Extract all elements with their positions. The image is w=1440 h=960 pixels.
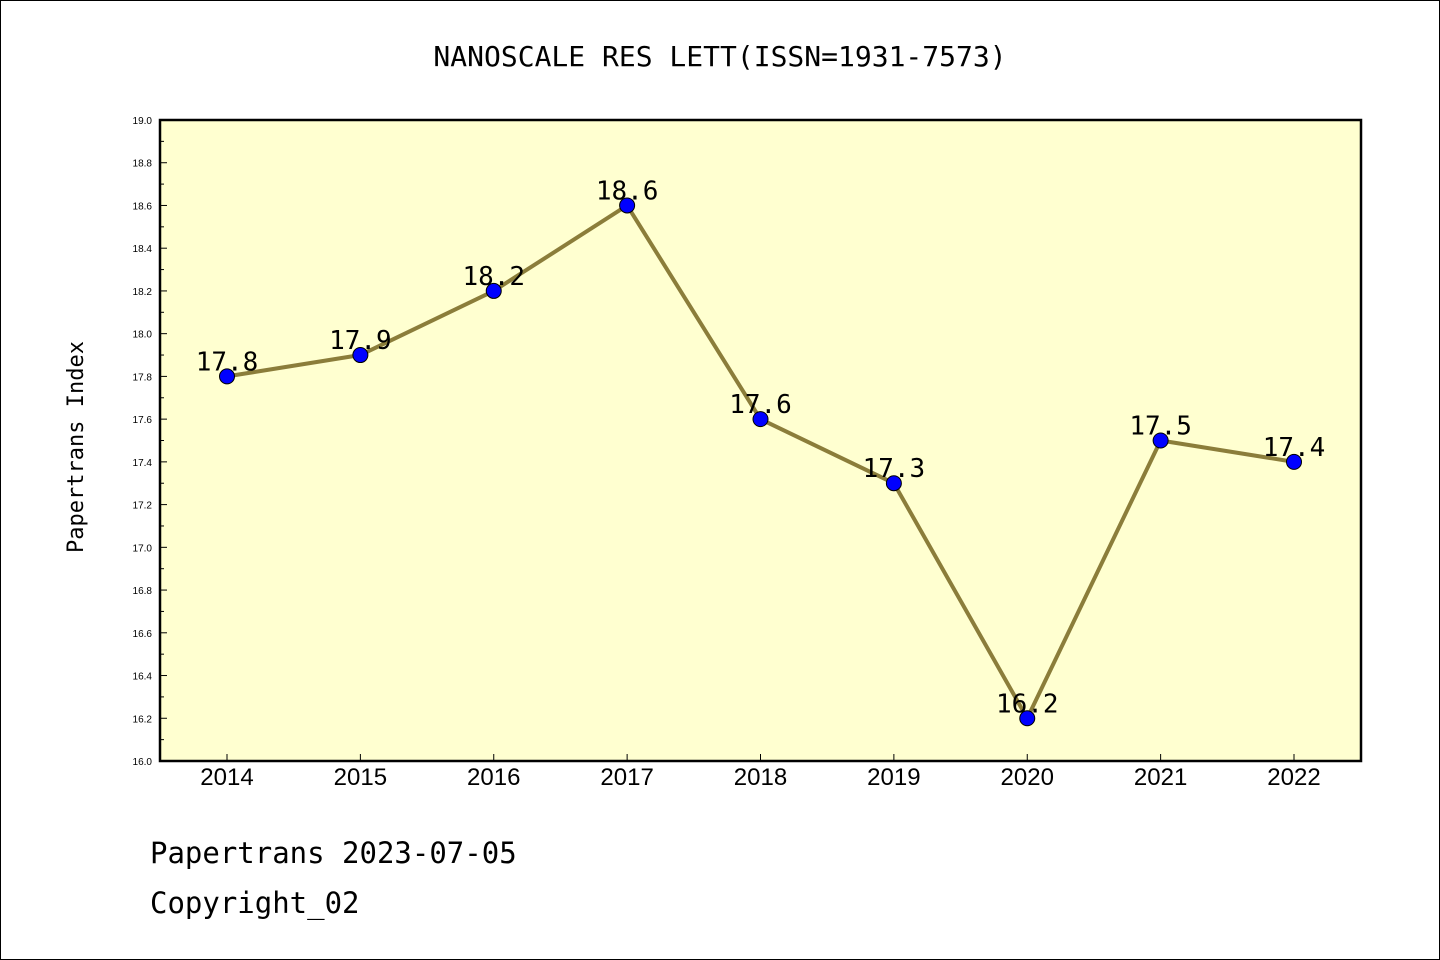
x-tick-label: 2021	[1134, 764, 1187, 791]
data-markers	[219, 197, 1302, 727]
x-tick-label: 2016	[467, 764, 520, 791]
y-tick-label: 16.0	[133, 757, 153, 768]
y-tick-label: 16.4	[133, 672, 153, 683]
data-point	[1019, 710, 1036, 727]
y-tick-label: 18.4	[133, 244, 153, 255]
data-labels: 17.8 17.9 18.2 18.6 17.6 17.3 16.2 17.5 17.4	[196, 176, 1326, 719]
y-tick-label: 18.8	[133, 159, 153, 170]
y-tick-label: 17.0	[133, 543, 153, 554]
x-tick-label: 2020	[1001, 764, 1054, 791]
y-tick-label: 18.0	[133, 330, 153, 341]
data-label: 18.6	[596, 176, 659, 206]
x-tick-label: 2015	[334, 764, 387, 791]
x-axis: 2014 2015 2016 2017 2018 2019 2020 2021 2022	[200, 754, 1321, 791]
y-tick-label: 17.8	[133, 372, 153, 383]
data-label: 17.5	[1129, 412, 1192, 442]
y-axis-label: Papertrans Index	[64, 341, 89, 553]
data-label: 17.4	[1263, 433, 1326, 463]
chart-title: NANOSCALE RES LETT(ISSN=1931-7573)	[433, 40, 1006, 73]
y-tick-label: 19.0	[133, 116, 153, 127]
x-tick-label: 2017	[600, 764, 653, 791]
y-tick-label: 17.6	[133, 415, 153, 426]
plot-border	[158, 118, 1363, 763]
data-label: 17.9	[329, 326, 392, 356]
data-point	[485, 282, 502, 299]
y-axis: 16.0 16.2 16.4 16.6 16.8 17.0 17.2 17.4 17.6 17.8…	[133, 116, 167, 768]
x-tick-label: 2018	[734, 764, 787, 791]
x-tick-label: 2022	[1267, 764, 1320, 791]
data-point	[219, 368, 235, 385]
data-point	[1152, 432, 1169, 449]
x-tick-label: 2014	[200, 764, 253, 791]
data-label: 18.2	[462, 262, 525, 292]
y-tick-label: 17.2	[133, 501, 153, 512]
data-label: 16.2	[996, 689, 1059, 719]
footer-date: Papertrans 2023-07-05	[150, 836, 517, 870]
data-label: 17.6	[729, 390, 792, 420]
y-tick-label: 16.8	[133, 586, 153, 597]
x-tick-label: 2019	[867, 764, 920, 791]
y-tick-label: 18.6	[133, 201, 153, 212]
data-label: 17.3	[863, 454, 926, 484]
y-tick-label: 18.2	[133, 287, 153, 298]
data-point	[352, 347, 369, 364]
footer-copyright: Copyright_02	[150, 886, 360, 920]
y-tick-label: 17.4	[133, 458, 153, 469]
data-point	[752, 411, 769, 428]
y-tick-label: 16.6	[133, 629, 153, 640]
data-point	[619, 197, 636, 214]
data-label: 17.8	[196, 347, 259, 377]
data-point	[885, 475, 902, 492]
data-point	[1286, 453, 1302, 470]
y-tick-label: 16.2	[133, 714, 153, 725]
